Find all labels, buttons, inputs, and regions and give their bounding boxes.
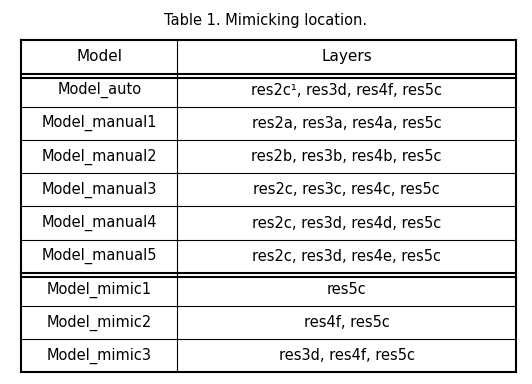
Text: res2b, res3b, res4b, res5c: res2b, res3b, res4b, res5c bbox=[251, 149, 442, 164]
Text: Model_manual5: Model_manual5 bbox=[41, 248, 157, 264]
Text: res2a, res3a, res4a, res5c: res2a, res3a, res4a, res5c bbox=[252, 116, 442, 131]
Text: Model: Model bbox=[76, 50, 122, 65]
Text: Model_mimic2: Model_mimic2 bbox=[47, 314, 152, 331]
Text: Model_manual1: Model_manual1 bbox=[41, 115, 157, 131]
Text: res2c¹, res3d, res4f, res5c: res2c¹, res3d, res4f, res5c bbox=[251, 83, 442, 98]
Text: Model_auto: Model_auto bbox=[57, 82, 142, 98]
Text: Model_manual3: Model_manual3 bbox=[41, 182, 157, 198]
Text: res3d, res4f, res5c: res3d, res4f, res5c bbox=[279, 348, 414, 363]
Text: res2c, res3c, res4c, res5c: res2c, res3c, res4c, res5c bbox=[253, 182, 440, 197]
Text: res2c, res3d, res4e, res5c: res2c, res3d, res4e, res5c bbox=[252, 249, 441, 264]
Text: res5c: res5c bbox=[327, 282, 367, 297]
Text: Table 1. Mimicking location.: Table 1. Mimicking location. bbox=[164, 13, 368, 28]
Text: res2c, res3d, res4d, res5c: res2c, res3d, res4d, res5c bbox=[252, 215, 441, 230]
Text: Layers: Layers bbox=[321, 50, 372, 65]
Text: res4f, res5c: res4f, res5c bbox=[304, 315, 389, 330]
Text: Model_mimic3: Model_mimic3 bbox=[47, 348, 152, 364]
Text: Model_manual2: Model_manual2 bbox=[41, 149, 157, 165]
Text: Model_mimic1: Model_mimic1 bbox=[47, 281, 152, 298]
Text: Model_manual4: Model_manual4 bbox=[41, 215, 157, 231]
